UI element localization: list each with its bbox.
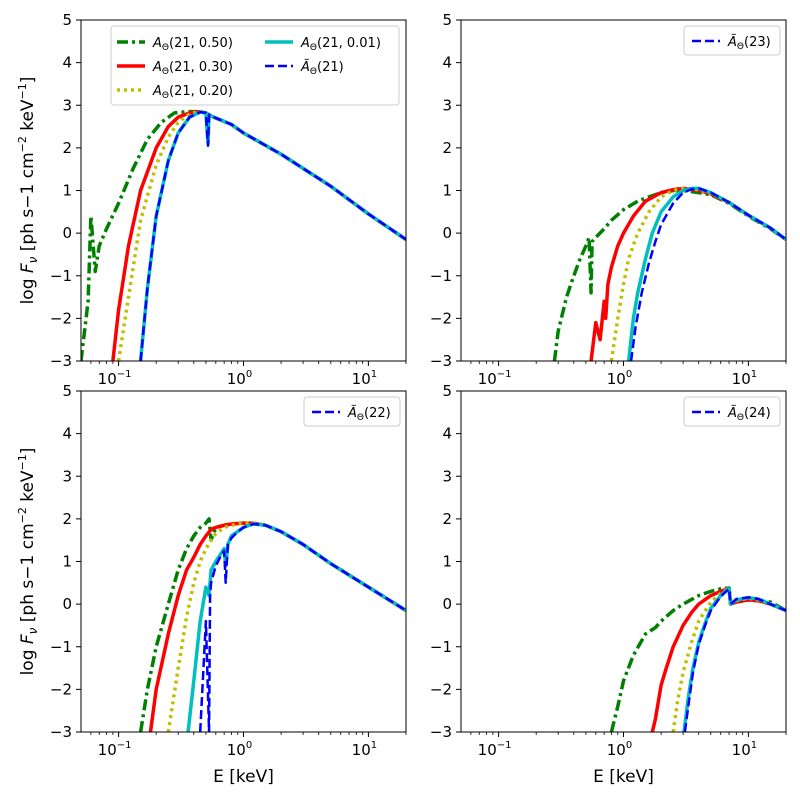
- legend-br: ÃΘ(24): [683, 396, 781, 427]
- y-tick-label: −3: [50, 352, 72, 370]
- x-tick-label: 101: [352, 369, 377, 388]
- x-tick-label: 100: [227, 369, 252, 388]
- y-tick-label: −1: [430, 267, 452, 285]
- y-tick-label: −2: [50, 309, 72, 327]
- x-tick-label: 101: [732, 369, 757, 388]
- y-tick-label: 5: [442, 11, 452, 29]
- y-tick-label: 3: [442, 467, 452, 485]
- plot-frame-tr: [460, 19, 787, 362]
- x-tick-label: 10−1: [478, 740, 512, 759]
- legend-box: [303, 396, 401, 427]
- series-line-tr-3: [626, 186, 786, 361]
- series-line-br-0: [609, 586, 786, 732]
- x-tick-label: 101: [352, 740, 377, 759]
- x-tick-label: 101: [732, 740, 757, 759]
- y-tick-label: 1: [442, 182, 452, 200]
- series-line-tl-4: [139, 110, 406, 361]
- legend-tr: ÃΘ(23): [683, 25, 781, 56]
- series-line-bl-4: [198, 522, 406, 732]
- y-tick-label: 5: [62, 382, 72, 400]
- y-tick-label: −2: [430, 680, 452, 698]
- y-tick-label: −3: [50, 723, 72, 741]
- y-tick-label: −3: [430, 352, 452, 370]
- y-tick-label: 2: [62, 139, 72, 157]
- y-tick-label: 2: [442, 139, 452, 157]
- legend-bl: ÃΘ(22): [303, 396, 401, 427]
- series-line-bl-0: [138, 517, 406, 732]
- legend-label-23: ÃΘ(23): [727, 34, 771, 52]
- legend-box: [110, 25, 400, 106]
- y-tick-label: 2: [442, 510, 452, 528]
- y-tick-label: 0: [442, 595, 452, 613]
- y-axis-label: log Fν [ph s−1 cm−2 keV−1]: [16, 77, 40, 305]
- series-line-tl-1: [111, 109, 406, 361]
- chart-panel-bl: −3 −2 −1 0 1 2 3 4 5 10−1 100 101 log Fν [ph s−1 cm−…: [16, 382, 407, 787]
- y-tick-label: 3: [442, 96, 452, 114]
- legend-label-24: ÃΘ(24): [727, 405, 771, 423]
- x-axis-label: E [keV]: [593, 767, 654, 787]
- legend-label-22: ÃΘ(22): [347, 405, 391, 423]
- series-line-tr-4: [629, 187, 786, 361]
- y-tick-label: 3: [62, 96, 72, 114]
- y-tick-label: −1: [50, 638, 72, 656]
- series-line-tr-2: [609, 186, 786, 361]
- legend-label-21: ÃΘ(21): [300, 59, 344, 77]
- series-line-bl-3: [186, 522, 406, 732]
- series-line-bl-2: [166, 521, 406, 732]
- series-line-tr-1: [589, 186, 786, 361]
- y-tick-label: 0: [62, 224, 72, 242]
- legend-box: [683, 25, 781, 56]
- y-tick-label: 4: [62, 54, 72, 72]
- series-line-br-3: [682, 586, 786, 732]
- x-axis-label: E [keV]: [213, 767, 274, 787]
- plot-frame-bl: [80, 390, 407, 733]
- y-tick-label: 1: [62, 553, 72, 571]
- y-tick-label: −1: [50, 267, 72, 285]
- x-tick-label: 100: [227, 740, 252, 759]
- y-tick-label: 0: [442, 224, 452, 242]
- y-tick-label: 5: [62, 11, 72, 29]
- y-tick-label: −2: [430, 309, 452, 327]
- y-tick-label: 3: [62, 467, 72, 485]
- x-tick-label: 10−1: [98, 369, 132, 388]
- y-tick-label: 4: [442, 54, 452, 72]
- y-tick-label: 4: [62, 425, 72, 443]
- y-tick-label: −2: [50, 680, 72, 698]
- series-line-tl-2: [116, 109, 406, 361]
- y-tick-label: 0: [62, 595, 72, 613]
- legend-label-a-21-0-20: AΘ(21, 0.20): [152, 84, 233, 101]
- legend-tl: AΘ(21, 0.50) AΘ(21, 0.30) AΘ(21, 0.20) AΘ(2…: [110, 25, 400, 106]
- legend-label-a-21-0-50: AΘ(21, 0.50): [152, 36, 233, 53]
- y-tick-label: 1: [442, 553, 452, 571]
- y-tick-label: −1: [430, 638, 452, 656]
- y-tick-label: 2: [62, 510, 72, 528]
- chart-panel-tl: −3 −2 −1 0 1 2 3 4 5 10−1 100 101 log Fν [ph s−1 cm−…: [16, 11, 407, 388]
- chart-panel-tr: −3 −2 −1 0 1 2 3 4 5 10−1 100 101 ÃΘ(23): [430, 11, 787, 388]
- y-tick-label: −3: [430, 723, 452, 741]
- x-tick-label: 100: [607, 740, 632, 759]
- y-tick-label: 4: [442, 425, 452, 443]
- series-line-br-4: [683, 587, 786, 732]
- legend-label-a-21-0-30: AΘ(21, 0.30): [152, 60, 233, 77]
- x-tick-label: 100: [607, 369, 632, 388]
- series-line-br-2: [671, 586, 786, 732]
- series-line-bl-1: [148, 521, 406, 732]
- x-tick-label: 10−1: [478, 369, 512, 388]
- y-tick-label: 5: [442, 382, 452, 400]
- x-tick-label: 10−1: [98, 740, 132, 759]
- legend-box: [683, 396, 781, 427]
- legend-label-a-21-0-01: AΘ(21, 0.01): [300, 36, 381, 53]
- y-tick-label: 1: [62, 182, 72, 200]
- y-axis-label: log Fν [ph s−1 cm−2 keV−1]: [16, 448, 40, 676]
- chart-panel-br: −3 −2 −1 0 1 2 3 4 5 10−1 100 101 E [keV] ÃΘ(24): [430, 382, 787, 787]
